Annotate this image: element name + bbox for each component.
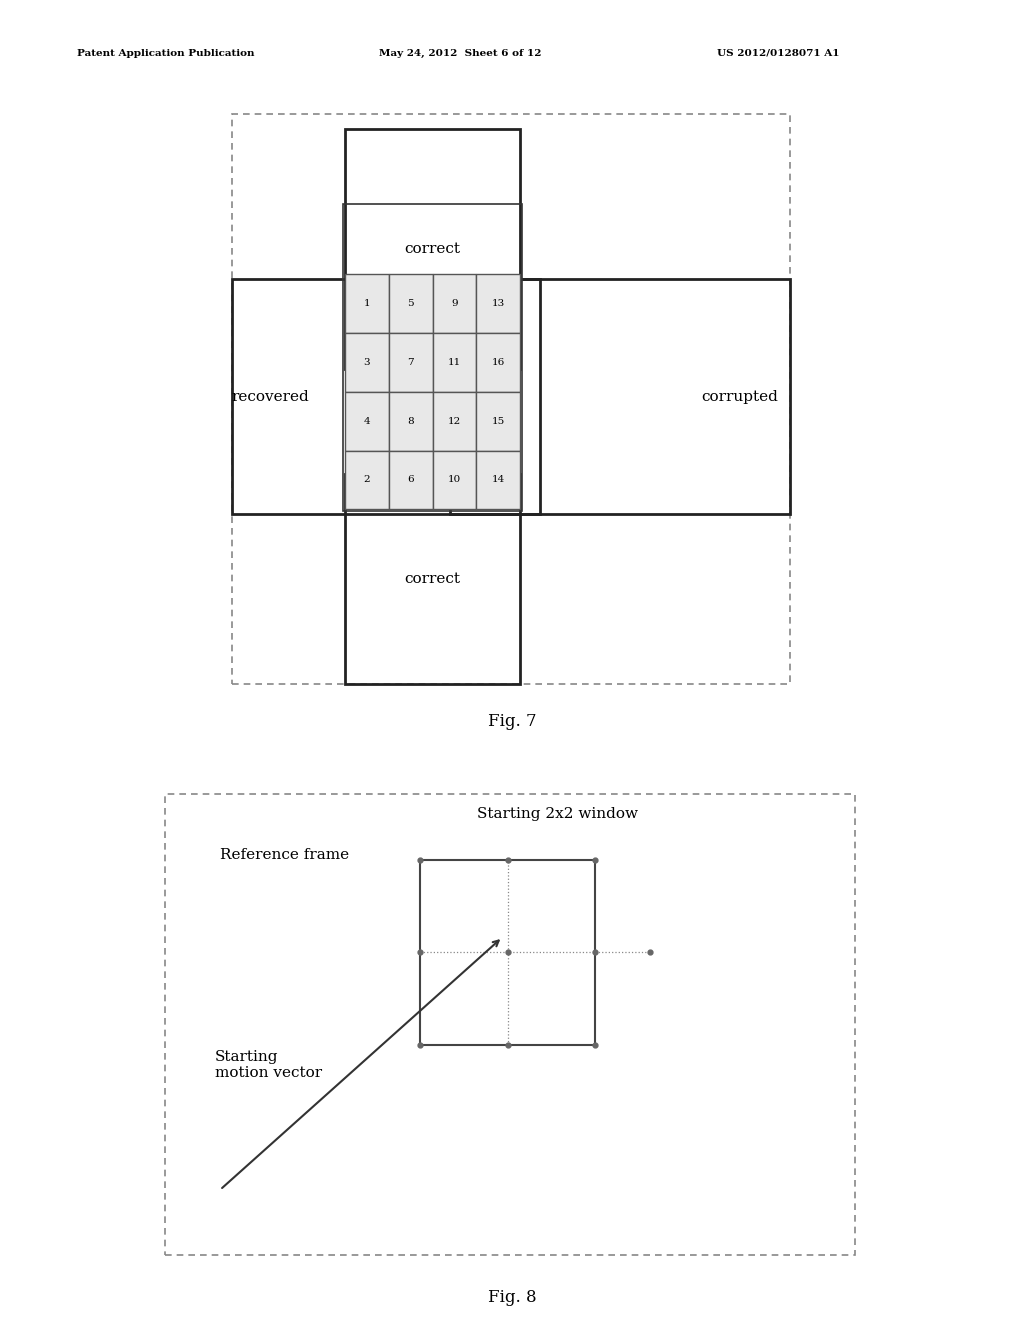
Bar xyxy=(389,333,432,392)
Text: Fig. 7: Fig. 7 xyxy=(487,713,537,730)
Text: 6: 6 xyxy=(408,475,414,484)
Text: 14: 14 xyxy=(492,475,505,484)
Text: 4: 4 xyxy=(364,417,371,425)
Bar xyxy=(345,392,389,450)
Text: 12: 12 xyxy=(447,417,461,425)
Bar xyxy=(389,275,432,333)
Text: Patent Application Publication: Patent Application Publication xyxy=(77,49,254,58)
Bar xyxy=(476,275,520,333)
Bar xyxy=(345,129,520,370)
Bar xyxy=(165,795,855,1255)
Text: correct: correct xyxy=(404,573,461,586)
Bar xyxy=(232,115,790,684)
Bar xyxy=(476,450,520,510)
Text: 3: 3 xyxy=(364,358,371,367)
Text: recovered: recovered xyxy=(231,389,309,404)
Text: US 2012/0128071 A1: US 2012/0128071 A1 xyxy=(717,49,840,58)
Text: 15: 15 xyxy=(492,417,505,425)
Bar xyxy=(476,333,520,392)
Bar xyxy=(432,275,476,333)
Text: 5: 5 xyxy=(408,300,414,308)
Text: 1: 1 xyxy=(364,300,371,308)
Bar xyxy=(232,280,540,515)
Bar xyxy=(345,450,389,510)
Bar xyxy=(345,474,520,684)
Text: Starting
motion vector: Starting motion vector xyxy=(215,1049,323,1080)
Bar xyxy=(389,450,432,510)
Bar xyxy=(432,392,476,450)
Text: 10: 10 xyxy=(447,475,461,484)
Text: 8: 8 xyxy=(408,417,414,425)
Bar xyxy=(389,392,432,450)
Bar xyxy=(432,333,476,392)
Bar xyxy=(345,333,389,392)
Text: Starting 2x2 window: Starting 2x2 window xyxy=(477,808,638,821)
Text: Fig. 8: Fig. 8 xyxy=(487,1290,537,1307)
Text: 11: 11 xyxy=(447,358,461,367)
Text: Reference frame: Reference frame xyxy=(220,847,349,862)
Text: 2: 2 xyxy=(364,475,371,484)
Text: 16: 16 xyxy=(492,358,505,367)
Text: correct: correct xyxy=(404,243,461,256)
Text: 13: 13 xyxy=(492,300,505,308)
Bar xyxy=(345,275,389,333)
Text: 7: 7 xyxy=(408,358,414,367)
Bar xyxy=(343,205,522,511)
Text: 9: 9 xyxy=(451,300,458,308)
Bar xyxy=(432,450,476,510)
Bar xyxy=(420,859,595,1044)
Text: corrupted: corrupted xyxy=(701,389,778,404)
Bar xyxy=(450,280,790,515)
Text: May 24, 2012  Sheet 6 of 12: May 24, 2012 Sheet 6 of 12 xyxy=(379,49,542,58)
Bar xyxy=(476,392,520,450)
